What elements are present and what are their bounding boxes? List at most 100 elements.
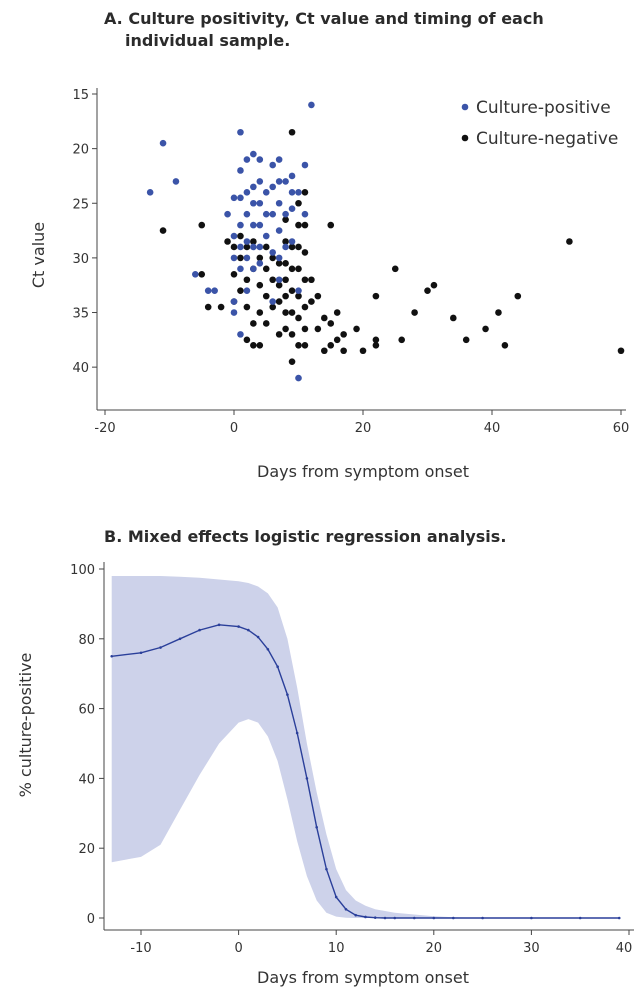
positive-point [269,183,277,191]
positive-point [269,298,277,305]
negative-point [243,303,251,311]
positive-point [192,270,199,278]
negative-point [295,314,302,322]
positive-point [288,189,296,196]
positive-point [275,254,283,262]
positive-point [211,287,218,294]
negative-point [204,303,212,311]
positive-point [237,128,244,136]
positive-point [256,260,264,267]
negative-point [301,189,309,196]
positive-point [237,167,244,174]
estimate-point [481,916,484,920]
negative-point [282,309,289,316]
negative-point [250,238,257,245]
positive-point [243,156,251,163]
negative-point [566,238,573,245]
negative-point [237,287,244,294]
negative-point [282,260,289,267]
negative-point [301,276,309,284]
negative-point [301,221,309,229]
negative-point [230,270,238,278]
positive-point [308,101,315,109]
positive-point [230,194,238,202]
y-tick-label: 20 [72,143,89,158]
estimate-point [305,777,309,780]
negative-point [262,320,270,327]
negative-point [198,270,206,278]
x-tick-label: 20 [355,421,372,436]
y-tick-label-b: 60 [78,703,95,718]
negative-point [295,265,302,273]
negative-point [333,336,341,344]
negative-point [256,309,264,316]
negative-point [288,331,296,338]
negative-point [295,243,302,251]
chart-a-title-line1: A. Culture positivity, Ct value and timi… [104,9,544,28]
x-tick-label-b: 10 [328,941,345,956]
negative-point [269,276,277,284]
negative-point [159,227,167,234]
estimate-point [159,646,162,649]
negative-point [430,281,438,289]
positive-point [275,178,283,185]
positive-point [282,178,289,185]
negative-point [353,325,360,333]
x-axis-label: Days from symptom onset [257,462,469,481]
positive-point [275,276,283,284]
estimate-point [452,916,455,920]
x-tick-label: -20 [94,421,115,436]
negative-point [275,260,283,267]
y-tick-label-b: 40 [78,772,95,787]
estimate-point [198,628,201,632]
x-tick-label-b: 40 [616,941,633,956]
negative-point [282,325,289,333]
estimate-point [295,731,299,735]
estimate-point [578,916,582,920]
y-tick-label: 30 [72,252,89,267]
estimate-point [178,637,182,641]
negative-point [321,314,328,322]
negative-point [372,292,380,300]
y-axis-label: Ct value [29,222,48,288]
x-tick-label: 60 [613,421,630,436]
negative-point [288,265,296,273]
estimate-point [344,907,348,911]
positive-point [250,150,257,158]
estimate-point [325,867,328,871]
positive-point [230,298,238,305]
negative-point [256,341,264,349]
negative-point [327,320,335,327]
negative-point [288,128,296,136]
estimate-point [139,651,143,655]
positive-point [250,221,257,229]
estimate-point [256,635,260,639]
negative-point [301,325,309,333]
positive-point [250,183,257,191]
negative-point [262,265,270,273]
estimate-point [286,693,289,696]
estimate-point [383,916,387,920]
positive-point [282,210,289,218]
y-tick-label: 25 [72,197,89,212]
estimate-point [110,654,114,658]
estimate-point [247,628,250,632]
positive-point [243,189,251,196]
negative-point [327,221,335,229]
negative-point [424,287,431,294]
negative-point [340,331,347,338]
negative-point [243,276,251,284]
negative-point [269,303,277,311]
estimate-point [373,916,377,919]
positive-point [295,374,302,382]
negative-point [230,243,238,251]
negative-point [275,331,283,338]
negative-point [372,341,380,349]
chart-b-title: B. Mixed effects logistic regression ana… [104,527,507,546]
confidence-band [111,576,620,918]
estimate-point [315,825,318,829]
negative-point [340,347,347,355]
negative-point [321,347,328,355]
estimate-point [217,623,221,627]
y-tick-label-b: 20 [78,842,95,857]
